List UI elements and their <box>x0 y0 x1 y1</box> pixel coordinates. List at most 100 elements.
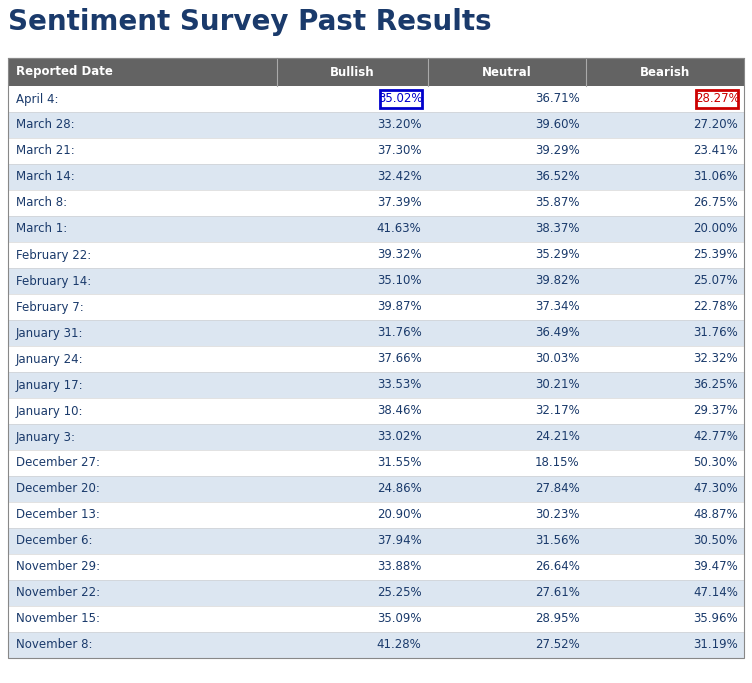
Text: 32.17%: 32.17% <box>535 404 580 417</box>
Text: 50.30%: 50.30% <box>693 456 738 469</box>
Text: March 28:: March 28: <box>16 118 74 132</box>
Bar <box>8 476 744 502</box>
Text: 25.25%: 25.25% <box>377 587 422 600</box>
Text: 38.37%: 38.37% <box>535 223 580 236</box>
Text: Sentiment Survey Past Results: Sentiment Survey Past Results <box>8 8 492 36</box>
Text: February 7:: February 7: <box>16 301 83 313</box>
Text: 24.86%: 24.86% <box>377 482 422 495</box>
Text: 27.52%: 27.52% <box>535 639 580 652</box>
Text: 30.23%: 30.23% <box>535 509 580 522</box>
Bar <box>8 450 744 476</box>
Text: 36.52%: 36.52% <box>535 171 580 184</box>
Bar <box>8 294 744 320</box>
Text: 28.95%: 28.95% <box>535 613 580 626</box>
Text: December 6:: December 6: <box>16 535 92 548</box>
Text: February 14:: February 14: <box>16 275 91 288</box>
Text: 28.27%: 28.27% <box>695 92 739 105</box>
Bar <box>8 346 744 372</box>
Text: November 22:: November 22: <box>16 587 100 600</box>
Text: 29.37%: 29.37% <box>693 404 738 417</box>
Text: 35.10%: 35.10% <box>377 275 422 288</box>
Text: 27.84%: 27.84% <box>535 482 580 495</box>
Text: 39.60%: 39.60% <box>535 118 580 132</box>
Text: January 31:: January 31: <box>16 326 83 339</box>
Text: April 4:: April 4: <box>16 92 59 105</box>
Bar <box>696 89 738 109</box>
Bar <box>8 268 744 294</box>
Text: January 10:: January 10: <box>16 404 83 417</box>
Text: Neutral: Neutral <box>482 66 532 79</box>
Bar <box>8 164 744 190</box>
Text: 35.02%: 35.02% <box>378 92 423 105</box>
Text: March 1:: March 1: <box>16 223 67 236</box>
Text: 26.75%: 26.75% <box>693 197 738 210</box>
Bar <box>8 112 744 138</box>
Text: Bearish: Bearish <box>640 66 690 79</box>
Text: 39.47%: 39.47% <box>693 561 738 574</box>
Bar <box>8 138 744 164</box>
Bar <box>8 216 744 242</box>
Bar <box>8 606 744 632</box>
Text: 38.46%: 38.46% <box>377 404 422 417</box>
Text: 22.78%: 22.78% <box>693 301 738 313</box>
Text: 41.28%: 41.28% <box>377 639 422 652</box>
Bar <box>8 58 744 658</box>
Text: 36.49%: 36.49% <box>535 326 580 339</box>
Bar <box>8 58 744 86</box>
Text: 31.56%: 31.56% <box>535 535 580 548</box>
Text: 31.06%: 31.06% <box>693 171 738 184</box>
Text: February 22:: February 22: <box>16 249 91 262</box>
Text: 32.32%: 32.32% <box>693 352 738 365</box>
Bar <box>8 554 744 580</box>
Text: March 8:: March 8: <box>16 197 67 210</box>
Bar <box>8 632 744 658</box>
Text: March 21:: March 21: <box>16 145 74 158</box>
Text: 18.15%: 18.15% <box>535 456 580 469</box>
Bar <box>8 372 744 398</box>
Text: 37.94%: 37.94% <box>377 535 422 548</box>
Text: 31.19%: 31.19% <box>693 639 738 652</box>
Text: November 8:: November 8: <box>16 639 92 652</box>
Text: 25.07%: 25.07% <box>693 275 738 288</box>
Text: 35.09%: 35.09% <box>377 613 422 626</box>
Text: November 15:: November 15: <box>16 613 100 626</box>
Text: 37.34%: 37.34% <box>535 301 580 313</box>
Bar <box>8 320 744 346</box>
Bar <box>8 528 744 554</box>
Bar <box>8 86 744 112</box>
Text: January 24:: January 24: <box>16 352 83 365</box>
Text: 35.87%: 35.87% <box>535 197 580 210</box>
Text: January 3:: January 3: <box>16 430 76 443</box>
Text: December 13:: December 13: <box>16 509 100 522</box>
Text: Reported Date: Reported Date <box>16 66 113 79</box>
Text: 33.20%: 33.20% <box>377 118 422 132</box>
Bar <box>380 89 422 109</box>
Text: 33.53%: 33.53% <box>378 378 422 391</box>
Text: 39.82%: 39.82% <box>535 275 580 288</box>
Text: 33.02%: 33.02% <box>377 430 422 443</box>
Text: 36.25%: 36.25% <box>693 378 738 391</box>
Text: 35.96%: 35.96% <box>693 613 738 626</box>
Text: 20.00%: 20.00% <box>693 223 738 236</box>
Text: 39.29%: 39.29% <box>535 145 580 158</box>
Bar <box>8 502 744 528</box>
Text: 47.30%: 47.30% <box>693 482 738 495</box>
Text: 31.55%: 31.55% <box>377 456 422 469</box>
Text: 37.30%: 37.30% <box>377 145 422 158</box>
Bar <box>8 580 744 606</box>
Text: 47.14%: 47.14% <box>693 587 738 600</box>
Text: 42.77%: 42.77% <box>693 430 738 443</box>
Text: 36.71%: 36.71% <box>535 92 580 105</box>
Text: November 29:: November 29: <box>16 561 100 574</box>
Bar <box>8 242 744 268</box>
Text: 33.88%: 33.88% <box>378 561 422 574</box>
Text: March 14:: March 14: <box>16 171 74 184</box>
Bar <box>8 190 744 216</box>
Text: 30.21%: 30.21% <box>535 378 580 391</box>
Text: 37.39%: 37.39% <box>377 197 422 210</box>
Text: 24.21%: 24.21% <box>535 430 580 443</box>
Text: 39.32%: 39.32% <box>377 249 422 262</box>
Text: December 20:: December 20: <box>16 482 100 495</box>
Text: December 27:: December 27: <box>16 456 100 469</box>
Text: 27.20%: 27.20% <box>693 118 738 132</box>
